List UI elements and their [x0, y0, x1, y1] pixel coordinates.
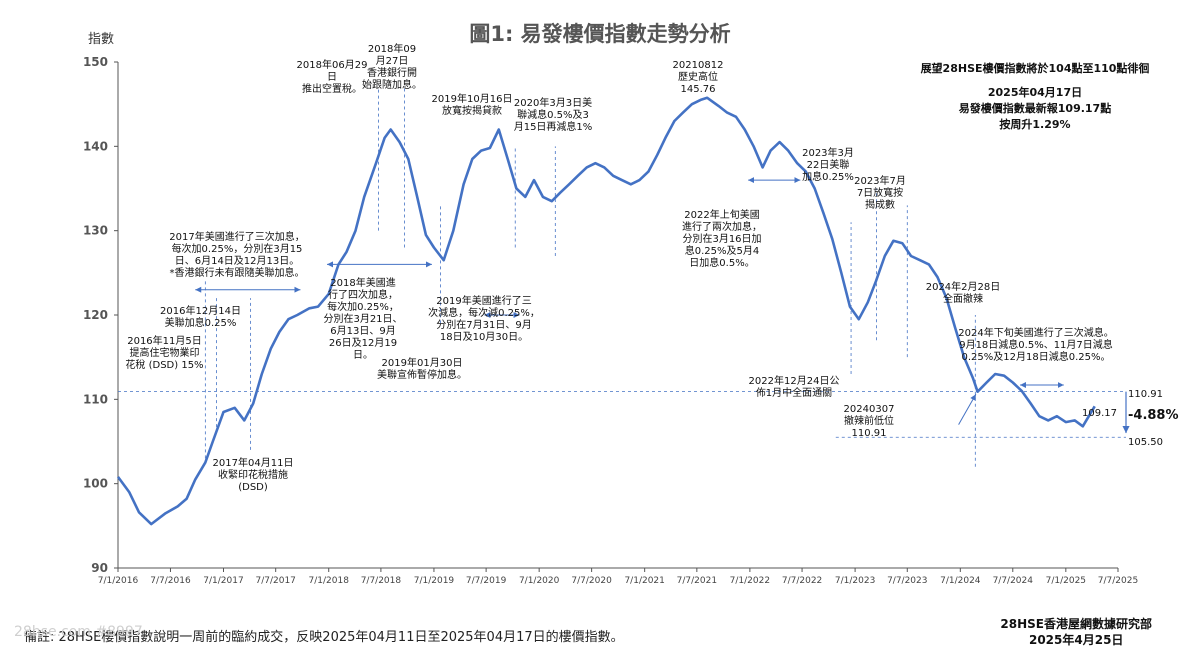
- x-tick-label: 7/7/2024: [993, 576, 1034, 586]
- x-tick-label: 7/1/2017: [203, 576, 243, 586]
- annotation-2016-dsd: 2016年11月5日 提高住宅物業印 花稅 (DSD) 15%: [125, 336, 204, 371]
- change-percent-label: -4.88%: [1128, 408, 1179, 423]
- x-tick-label: 7/7/2016: [150, 576, 191, 586]
- outlook-line2: 2025年04月17日: [987, 86, 1083, 99]
- annotation-2018-us-hikes: 2018年美國進 行了四次加息， 每次加0.25%， 分別在3月21日、 6月1…: [323, 278, 403, 361]
- x-tick-label: 7/1/2016: [98, 576, 139, 586]
- annotation-2024-low: 20240307 撤辣前低位 110.91: [843, 404, 895, 439]
- y-tick-label: 110: [83, 392, 108, 406]
- annotation-2022-us-hikes: 2022年上旬美國 進行了兩次加息， 分別在3月16日加 息0.25%及5月4 …: [682, 210, 762, 269]
- annotation-2022-reopening: 2022年12月24日公 佈1月中全面通關: [748, 376, 840, 399]
- footer-source: 28HSE香港屋網數據研究部 2025年4月25日: [1000, 616, 1152, 648]
- annotation-arrows: [195, 177, 1130, 434]
- arrow-2024-low: [958, 394, 977, 425]
- series-line-index: [116, 96, 1096, 526]
- reference-lines: [118, 391, 1126, 438]
- y-tick-label: 150: [83, 55, 108, 69]
- annotation-2018-hk-banks: 2018年09 月27日 香港銀行開 始跟隨加息。: [362, 44, 422, 91]
- y-axis-title: 指數: [88, 32, 115, 47]
- annotation-2023-mortgage: 2023年7月 7日放寬按 揭成數: [854, 176, 906, 211]
- x-tick-label: 7/7/2023: [887, 576, 927, 586]
- annotation-2019-pause: 2019年01月30日 美聯宣佈暫停加息。: [377, 358, 467, 381]
- annotation-2023-hike: 2023年3月 22日美聯 加息0.25%: [802, 148, 854, 183]
- x-tick-label: 7/1/2022: [730, 576, 770, 586]
- x-tick-label: 7/1/2025: [1046, 576, 1086, 586]
- x-tick-label: 7/7/2019: [466, 576, 507, 586]
- annotation-2019-us-cuts: 2019年美國進行了三 次減息，每次減0.25%， 分別在7月31日、9月 18…: [428, 296, 540, 343]
- outlook-line1: 展望28HSE樓價指數將於104點至110點徘徊: [920, 62, 1150, 75]
- annotation-2024-remove-measures: 2024年2月28日 全面撤辣: [925, 282, 1001, 305]
- x-tick-label: 7/1/2024: [940, 576, 981, 586]
- chart-axes: 90 100 110 120 130 140 150 7/1/2016 7/7/2016 7/1/…: [83, 55, 1138, 586]
- series-line-group: [116, 96, 1096, 526]
- annotation-2016-rate-hike: 2016年12月14日 美聯加息0.25%: [160, 306, 241, 329]
- annotation-2019-mortgage: 2019年10月16日 放寬按揭貸款: [431, 94, 513, 117]
- x-tick-label: 7/1/2021: [624, 576, 664, 586]
- annotation-2024-us-cuts: 2024年下旬美國進行了三次減息。 9月18日減息0.5%、11月7日減息 0.…: [958, 328, 1114, 363]
- y-tick-label: 140: [83, 139, 108, 153]
- annotation-leader-lines: [204, 87, 976, 467]
- annotation-2021-peak: 20210812 歷史高位 145.76: [672, 60, 724, 95]
- footer-date: 2025年4月25日: [1028, 633, 1124, 647]
- y-tick-label: 130: [83, 224, 108, 238]
- footer-org: 28HSE香港屋網數據研究部: [1000, 617, 1152, 631]
- x-tick-label: 7/7/2021: [677, 576, 717, 586]
- latest-value-label: 109.17: [1082, 408, 1117, 419]
- footnote: 備註: 28HSE樓價指數說明一周前的臨約成交，反映2025年04月11日至20…: [24, 630, 624, 645]
- x-tick-label: 7/1/2020: [519, 576, 560, 586]
- x-tick-label: 7/7/2020: [571, 576, 612, 586]
- outlook-line4: 按周升1.29%: [999, 118, 1071, 131]
- x-tick-label: 7/7/2018: [361, 576, 402, 586]
- annotation-2017-dsd-tighten: 2017年04月11日 收緊印花稅措施 (DSD): [212, 458, 294, 493]
- y-tick-label: 100: [83, 477, 108, 491]
- y-tick-label: 120: [83, 308, 108, 322]
- y-tick-label: 90: [91, 561, 108, 575]
- ref-label-lower: 105.50: [1128, 437, 1163, 448]
- ref-label-upper: 110.91: [1128, 389, 1163, 400]
- x-tick-label: 7/1/2023: [835, 576, 875, 586]
- x-tick-label: 7/1/2019: [414, 576, 455, 586]
- watermark-text: 28hse.com #8997: [14, 624, 143, 640]
- annotation-2020-cuts: 2020年3月3日美 聯減息0.5%及3 月15日再減息1%: [513, 98, 593, 133]
- x-tick-label: 7/1/2018: [309, 576, 350, 586]
- x-tick-label: 7/7/2022: [782, 576, 822, 586]
- x-tick-label: 7/7/2017: [255, 576, 295, 586]
- outlook-line3: 易發樓價指數最新報109.17點: [958, 102, 1112, 115]
- annotation-2017-us-hikes: 2017年美國進行了三次加息， 每次加0.25%，分別在3月15 日、6月14日…: [169, 232, 305, 279]
- chart-title: 圖1: 易發樓價指數走勢分析: [469, 22, 731, 46]
- annotation-2018-vacancy-tax: 2018年06月29日 推出空置稅。: [296, 60, 368, 95]
- x-tick-label: 7/7/2025: [1098, 576, 1138, 586]
